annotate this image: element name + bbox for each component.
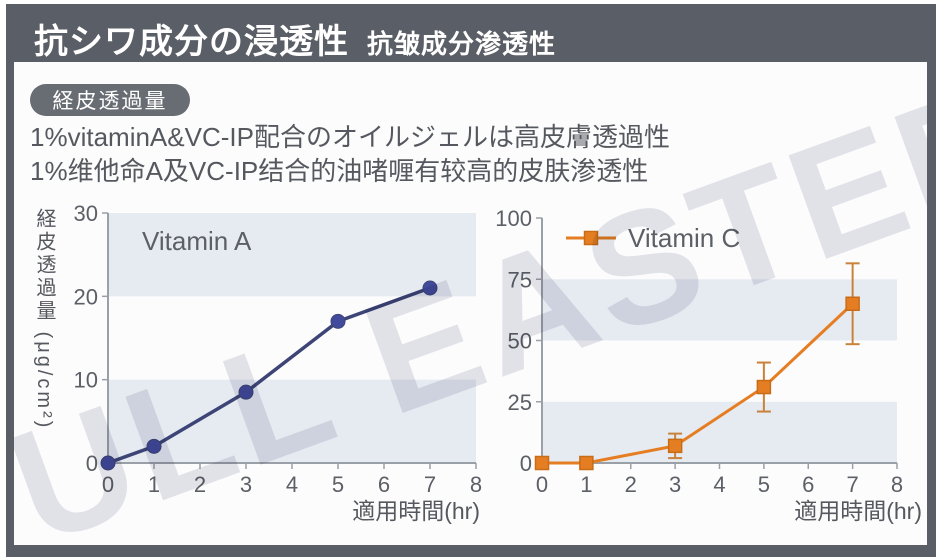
y-tick-label: 50: [508, 329, 532, 354]
card-frame: 抗シワ成分の浸透性 抗皱成分渗透性 経皮透過量 1%vitaminA&VC-IP…: [6, 4, 936, 557]
data-point-marker: [845, 296, 860, 311]
x-tick-label: 2: [194, 472, 206, 497]
x-axis-title: 適用時間(hr): [352, 498, 480, 524]
data-point-marker: [579, 455, 594, 471]
plot-band: [542, 279, 897, 341]
x-tick-label: 8: [891, 472, 903, 497]
header-bar: 抗シワ成分の浸透性 抗皱成分渗透性: [6, 4, 936, 62]
x-tick-label: 0: [536, 472, 548, 497]
legend-label: Vitamin C: [628, 223, 740, 253]
x-tick-label: 3: [240, 472, 252, 497]
x-tick-label: 7: [847, 472, 859, 497]
vitamin-c-chart: 0 1 2 3 4 5 6 7 8 0 25 50 75 100 Vitamin C 適用時間(hr): [495, 206, 922, 524]
y-tick-label: 20: [74, 284, 98, 309]
x-tick-label: 4: [713, 472, 725, 497]
x-tick-label: 5: [332, 472, 344, 497]
x-tick-label: 6: [802, 472, 814, 497]
intro-line-japanese: 1%vitaminA&VC-IP配合のオイルジェルは高皮膚透過性: [30, 122, 670, 152]
y-tick-label: 75: [508, 267, 532, 292]
y-tick-label: 30: [74, 201, 98, 226]
data-point-marker: [330, 313, 346, 329]
x-tick-label: 4: [286, 472, 298, 497]
y-tick-label: 100: [495, 206, 532, 231]
plot-band: [542, 401, 897, 463]
data-point-marker: [667, 438, 683, 454]
x-tick-label: 2: [625, 472, 637, 497]
permeation-badge: 経皮透過量: [30, 84, 190, 116]
vitamin-a-chart: 0 1 2 3 4 5 6 7 8 0 10 20 30 Vitamin A 適用時間(hr): [74, 201, 483, 524]
data-point-marker: [238, 384, 254, 400]
x-tick-label: 6: [378, 472, 390, 497]
data-point-marker: [146, 438, 162, 454]
chart-title: Vitamin A: [142, 226, 252, 256]
plot-band: [108, 213, 476, 297]
data-point-marker: [100, 455, 116, 471]
y-tick-label: 0: [86, 451, 98, 476]
x-tick-label: 8: [470, 472, 482, 497]
x-tick-label: 3: [669, 472, 681, 497]
data-point-marker: [756, 379, 772, 395]
y-tick-label: 25: [508, 390, 532, 415]
x-tick-label: 7: [424, 472, 436, 497]
plot-band: [108, 379, 476, 463]
x-tick-label: 1: [580, 472, 592, 497]
x-tick-label: 0: [102, 472, 114, 497]
page-title-chinese: 抗皱成分渗透性: [367, 29, 557, 59]
page-title-japanese: 抗シワ成分の浸透性: [34, 23, 349, 61]
y-tick-label: 0: [520, 451, 532, 476]
x-axis-title: 適用時間(hr): [794, 498, 922, 524]
legend-marker: [583, 230, 599, 246]
x-tick-label: 5: [758, 472, 770, 497]
y-axis-label: 経皮透過量 (μg/cm²): [33, 208, 55, 431]
data-point-marker: [534, 455, 550, 471]
x-tick-label: 1: [148, 472, 160, 497]
intro-line-chinese: 1%维他命A及VC-IP结合的油啫喱有较高的皮肤渗透性: [30, 156, 649, 186]
intro-text: 1%vitaminA&VC-IP配合のオイルジェルは高皮膚透過性 1%维他命A及…: [30, 120, 670, 188]
data-point-marker: [422, 280, 438, 296]
content-panel: 経皮透過量 1%vitaminA&VC-IP配合のオイルジェルは高皮膚透過性 1…: [6, 62, 936, 557]
y-tick-label: 10: [74, 368, 98, 393]
